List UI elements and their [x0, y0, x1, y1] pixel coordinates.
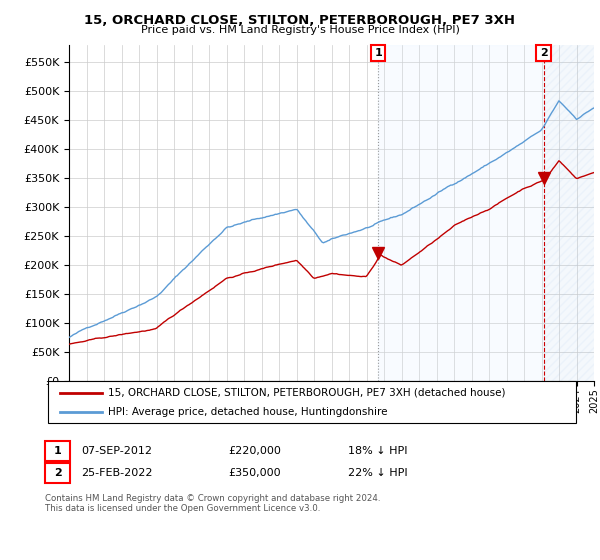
Text: 07-SEP-2012: 07-SEP-2012 [81, 446, 152, 456]
Text: 25-FEB-2022: 25-FEB-2022 [81, 468, 152, 478]
Text: 22% ↓ HPI: 22% ↓ HPI [348, 468, 407, 478]
Text: 15, ORCHARD CLOSE, STILTON, PETERBOROUGH, PE7 3XH: 15, ORCHARD CLOSE, STILTON, PETERBOROUGH… [85, 14, 515, 27]
Text: 18% ↓ HPI: 18% ↓ HPI [348, 446, 407, 456]
Text: 2: 2 [54, 468, 61, 478]
Text: Contains HM Land Registry data © Crown copyright and database right 2024.
This d: Contains HM Land Registry data © Crown c… [45, 494, 380, 514]
Text: 1: 1 [374, 48, 382, 58]
Text: 15, ORCHARD CLOSE, STILTON, PETERBOROUGH, PE7 3XH (detached house): 15, ORCHARD CLOSE, STILTON, PETERBOROUGH… [108, 388, 505, 398]
Text: HPI: Average price, detached house, Huntingdonshire: HPI: Average price, detached house, Hunt… [108, 407, 388, 417]
Text: £350,000: £350,000 [228, 468, 281, 478]
Text: 2: 2 [540, 48, 547, 58]
Text: £220,000: £220,000 [228, 446, 281, 456]
Text: Price paid vs. HM Land Registry's House Price Index (HPI): Price paid vs. HM Land Registry's House … [140, 25, 460, 35]
Bar [378, 45, 544, 381]
Bar [544, 45, 594, 381]
Text: 1: 1 [54, 446, 61, 456]
